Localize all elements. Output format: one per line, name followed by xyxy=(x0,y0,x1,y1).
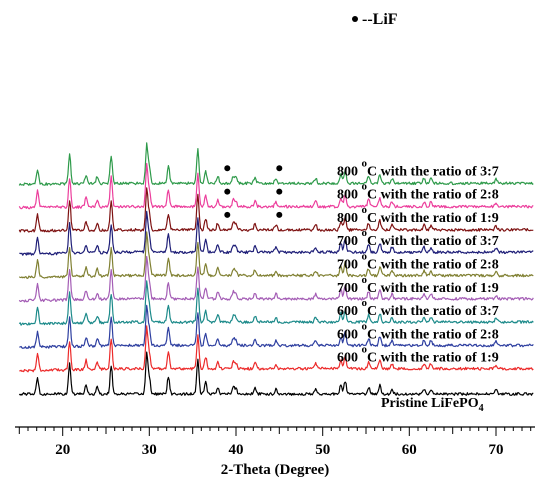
series-label: 600 oC with the ratio of 2:8 xyxy=(337,320,499,342)
series-label: 800 oC with the ratio of 2:8 xyxy=(337,181,499,203)
series-trace xyxy=(18,280,534,326)
x-tick-label: 70 xyxy=(489,442,504,458)
series-trace xyxy=(18,187,534,233)
lif-marker xyxy=(224,188,231,195)
series-trace xyxy=(18,255,534,303)
series-trace xyxy=(19,210,534,256)
series-trace xyxy=(18,231,534,280)
x-tick-label: 40 xyxy=(229,442,244,458)
series-label: 700 oC with the ratio of 2:8 xyxy=(337,251,499,273)
legend-label: --LiF xyxy=(362,11,398,28)
series-label-group: Pristine LiFePO4 600 oC with the ratio of… xyxy=(337,157,499,414)
x-tick-label: 50 xyxy=(315,442,330,458)
x-axis: 20 30 40 50 60 70 xyxy=(15,426,535,458)
series-trace xyxy=(18,162,534,210)
series-trace xyxy=(18,142,534,186)
series-label: 600 oC with the ratio of 3:7 xyxy=(337,297,499,319)
lif-marker xyxy=(224,165,231,172)
lif-marker xyxy=(224,211,231,218)
x-axis-title: 2-Theta (Degree) xyxy=(221,462,329,478)
legend-marker xyxy=(352,16,358,22)
lif-marker-group xyxy=(224,165,283,218)
lif-marker xyxy=(276,165,283,172)
series-trace xyxy=(18,351,534,396)
trace-group xyxy=(18,142,534,396)
series-trace xyxy=(19,304,534,349)
x-tick-label: 30 xyxy=(142,442,157,458)
series-label: 800 oC with the ratio of 3:7 xyxy=(337,157,499,179)
x-tick-label: 20 xyxy=(55,442,70,458)
legend: --LiF xyxy=(352,11,398,28)
x-tick-label: 60 xyxy=(402,442,417,458)
lif-marker xyxy=(276,188,283,195)
series-label: 700 oC with the ratio of 1:9 xyxy=(337,274,499,296)
series-trace xyxy=(19,325,534,373)
series-label: 600 oC with the ratio of 1:9 xyxy=(337,344,499,366)
series-label: Pristine LiFePO4 xyxy=(381,396,484,414)
lif-marker xyxy=(276,211,283,218)
